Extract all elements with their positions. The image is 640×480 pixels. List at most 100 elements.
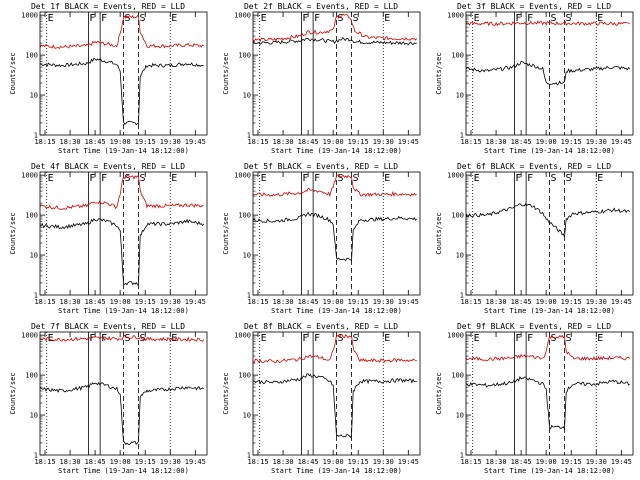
- series-line-events: [465, 375, 630, 431]
- x-tick-label: 18:15: [460, 138, 481, 146]
- series-line-lld: [39, 14, 204, 50]
- event-marker-label: E: [597, 13, 603, 24]
- event-marker-label: S: [566, 13, 572, 24]
- y-tick-label: 100: [451, 212, 464, 220]
- x-tick-label: 18:30: [60, 138, 81, 146]
- series-line-events: [252, 36, 417, 46]
- y-axis-title: Counts/sec: [222, 212, 230, 254]
- x-tick-label: 18:30: [486, 458, 507, 466]
- event-marker-label: S: [551, 333, 557, 344]
- x-tick-label: 19:45: [398, 138, 419, 146]
- series-line-lld: [252, 333, 417, 364]
- x-tick-label: 19:30: [586, 458, 607, 466]
- x-tick-label: 19:45: [611, 138, 632, 146]
- event-marker-label: S: [353, 173, 359, 184]
- event-marker-label: F: [302, 13, 308, 24]
- plot-frame: [252, 171, 421, 296]
- series-line-lld: [39, 174, 204, 210]
- panel-title: Det 5f BLACK = Events, RED = LLD: [244, 162, 398, 171]
- detector-panel-4: Det 4f BLACK = Events, RED = LLD E F F S S E 1 1…: [0, 160, 213, 320]
- series-line-events: [39, 57, 204, 126]
- y-tick-label: 1000: [447, 332, 464, 340]
- x-tick-label: 19:15: [135, 458, 156, 466]
- x-tick-label: 18:15: [460, 458, 481, 466]
- x-tick-label: 19:15: [348, 138, 369, 146]
- y-tick-label: 10: [30, 412, 38, 420]
- x-tick-label: 19:30: [373, 298, 394, 306]
- detector-panel-3: Det 3f BLACK = Events, RED = LLD E F F S S E 1 1…: [426, 0, 639, 160]
- x-tick-label: 18:15: [247, 138, 268, 146]
- y-axis-title: Counts/sec: [222, 372, 230, 414]
- y-tick-label: 10: [30, 252, 38, 260]
- y-axis-title: Counts/sec: [222, 52, 230, 94]
- x-tick-label: 18:45: [298, 298, 319, 306]
- event-marker-label: E: [261, 13, 267, 24]
- event-marker-label: E: [597, 173, 603, 184]
- event-marker-label: F: [314, 333, 320, 344]
- y-tick-label: 100: [25, 372, 38, 380]
- y-tick-label: 1: [247, 292, 251, 300]
- x-tick-label: 19:45: [398, 298, 419, 306]
- detector-panel-5: Det 5f BLACK = Events, RED = LLD E F F S S E 1 1…: [213, 160, 426, 320]
- x-tick-label: 19:15: [561, 458, 582, 466]
- panel-title: Det 7f BLACK = Events, RED = LLD: [31, 322, 185, 331]
- y-tick-label: 10: [456, 412, 464, 420]
- plot-frame: [39, 171, 208, 296]
- series-line-lld: [39, 334, 205, 342]
- y-tick-label: 100: [451, 372, 464, 380]
- x-axis-title: Start Time (19-Jan-14 18:12:00): [271, 307, 402, 315]
- y-tick-label: 10: [30, 92, 38, 100]
- series-line-events: [39, 218, 205, 286]
- x-tick-label: 19:15: [135, 298, 156, 306]
- x-tick-label: 18:30: [60, 458, 81, 466]
- panel-title: Det 1f BLACK = Events, RED = LLD: [31, 2, 185, 11]
- series-line-events: [465, 202, 631, 238]
- y-tick-label: 1000: [21, 332, 38, 340]
- event-marker-label: E: [384, 13, 390, 24]
- event-marker-label: S: [566, 173, 572, 184]
- x-tick-label: 18:15: [247, 298, 268, 306]
- x-tick-label: 19:00: [323, 298, 344, 306]
- plot-frame: [39, 331, 208, 456]
- x-tick-label: 18:30: [273, 138, 294, 146]
- x-tick-label: 18:30: [486, 138, 507, 146]
- x-tick-label: 18:45: [85, 298, 106, 306]
- series-line-lld: [465, 20, 630, 27]
- event-marker-label: F: [515, 173, 521, 184]
- y-tick-label: 10: [456, 92, 464, 100]
- event-marker-label: S: [353, 333, 359, 344]
- x-tick-label: 19:45: [185, 458, 206, 466]
- y-tick-label: 1: [34, 452, 38, 460]
- plot-frame: [252, 331, 421, 456]
- x-tick-label: 19:15: [348, 298, 369, 306]
- x-tick-label: 18:45: [85, 458, 106, 466]
- series-line-events: [39, 382, 204, 446]
- x-tick-label: 18:15: [460, 298, 481, 306]
- detector-panel-2: Det 2f BLACK = Events, RED = LLD E F F S S E 1 1…: [213, 0, 426, 160]
- event-marker-label: F: [515, 333, 521, 344]
- series-line-lld: [252, 13, 418, 43]
- event-marker-label: F: [302, 333, 308, 344]
- panel-title: Det 9f BLACK = Events, RED = LLD: [457, 322, 611, 331]
- event-marker-label: F: [527, 13, 533, 24]
- x-tick-label: 19:15: [561, 138, 582, 146]
- plot-frame: [252, 11, 421, 136]
- x-tick-label: 19:00: [323, 458, 344, 466]
- x-axis-title: Start Time (19-Jan-14 18:12:00): [484, 307, 615, 315]
- x-tick-label: 19:45: [185, 298, 206, 306]
- event-marker-label: E: [48, 333, 54, 344]
- x-tick-label: 18:45: [511, 138, 532, 146]
- y-tick-label: 100: [238, 52, 251, 60]
- event-marker-label: F: [527, 173, 533, 184]
- y-tick-label: 1: [247, 132, 251, 140]
- x-axis-title: Start Time (19-Jan-14 18:12:00): [58, 307, 189, 315]
- event-marker-label: E: [474, 333, 480, 344]
